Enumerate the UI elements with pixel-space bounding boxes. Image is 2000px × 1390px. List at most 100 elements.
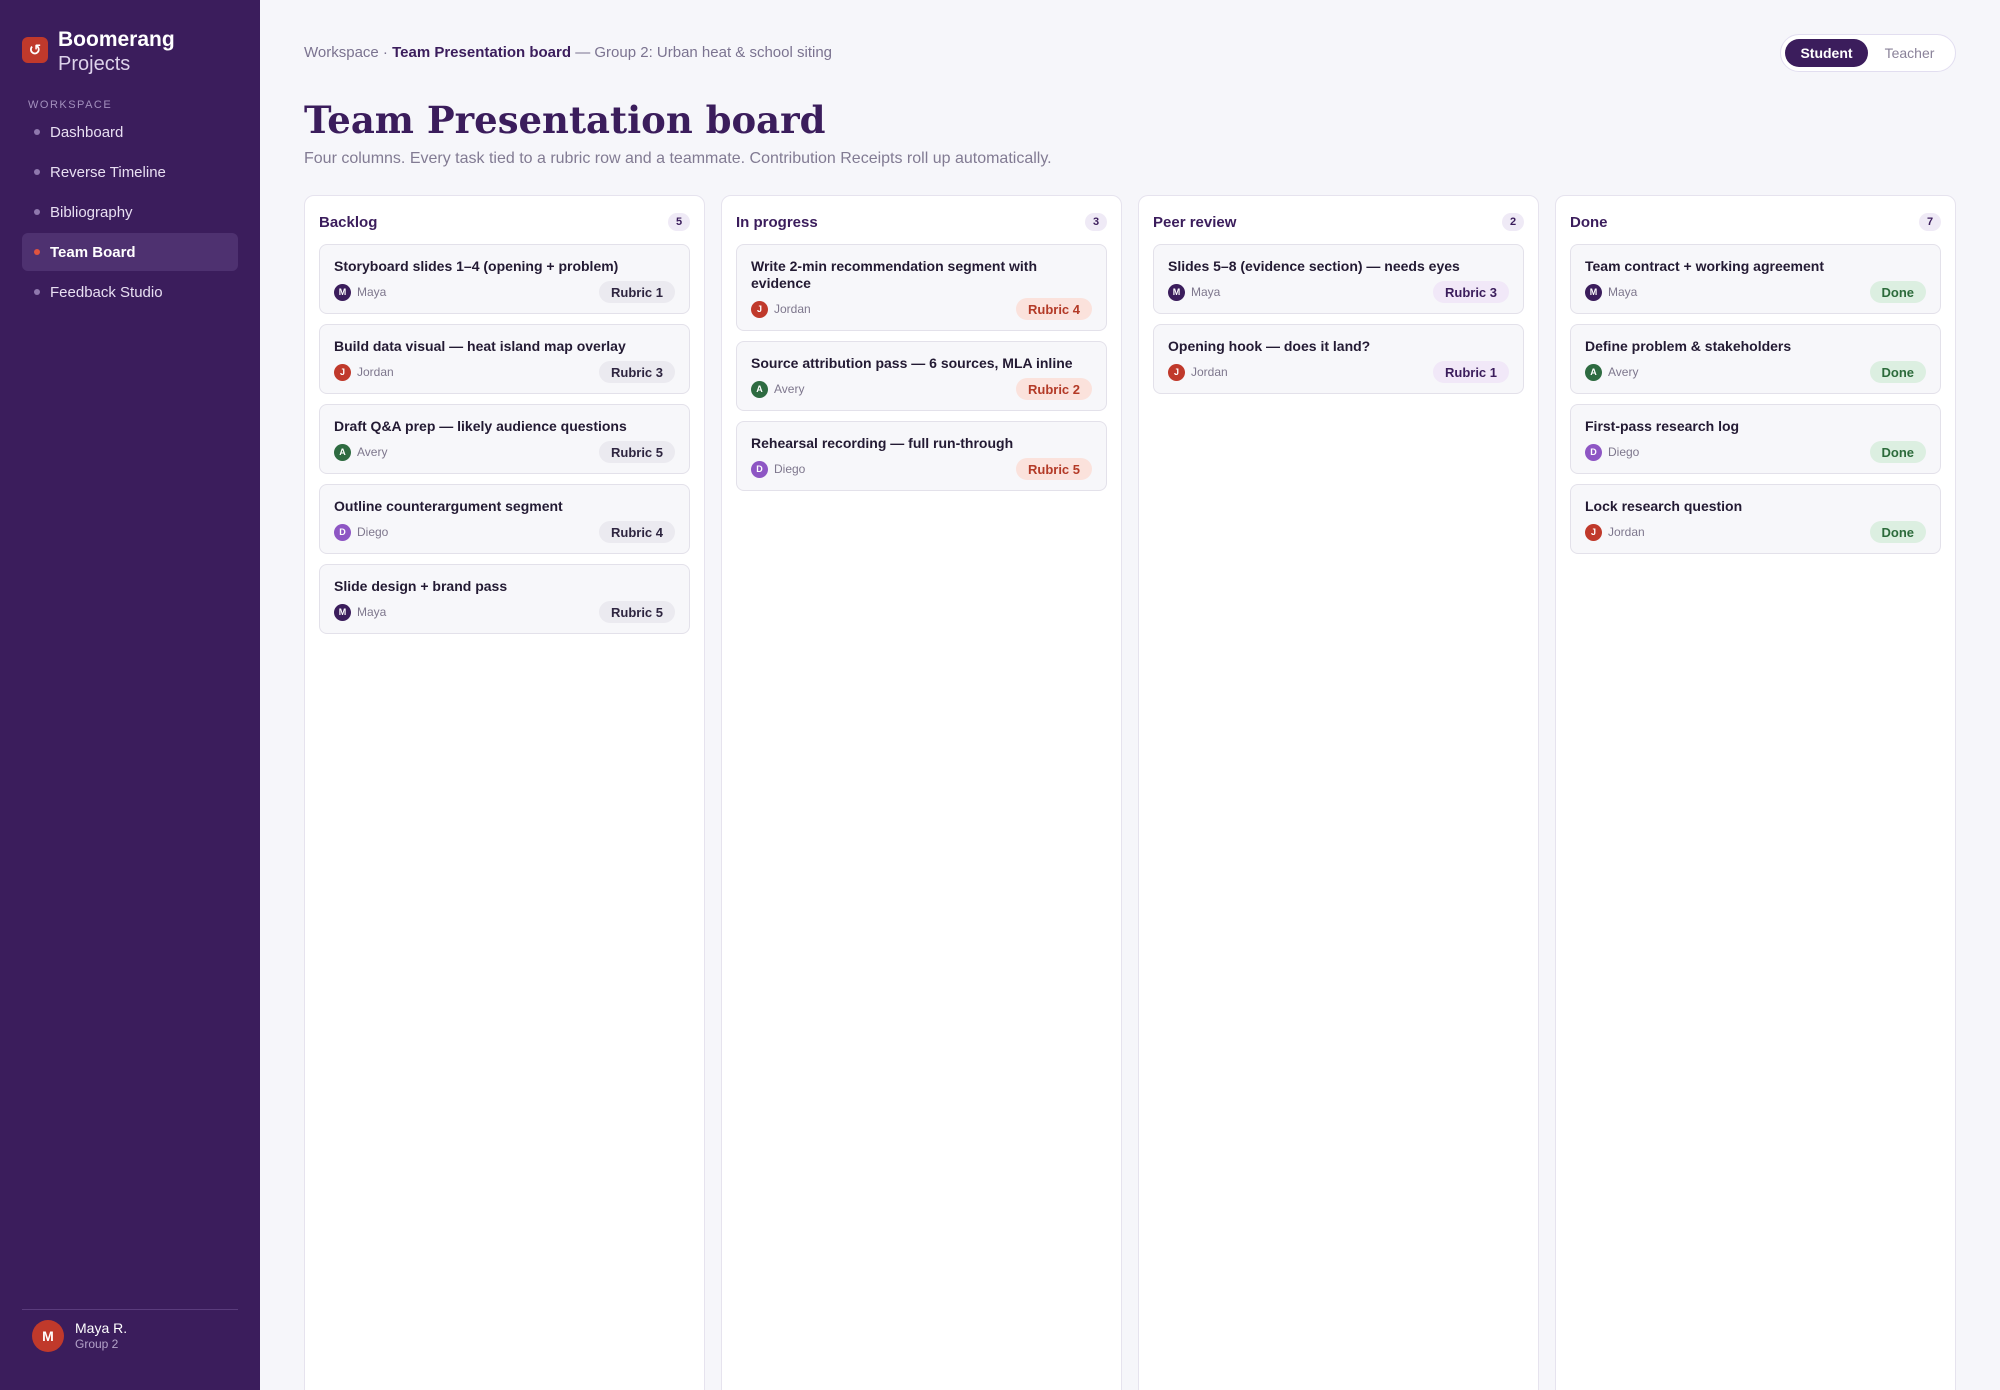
assignee-name: Diego	[357, 525, 389, 539]
task-title: Source attribution pass — 6 sources, MLA…	[751, 355, 1073, 371]
rubric-tag: Rubric 2	[1015, 378, 1092, 400]
column-count-badge: 2	[1502, 213, 1524, 231]
task-title: Slide design + brand pass	[334, 578, 508, 594]
brand[interactable]: ↺ Boomerang Projects	[22, 28, 175, 76]
assignee-name: Maya	[357, 285, 387, 299]
bullet-icon	[34, 209, 40, 215]
task-card[interactable]: Draft Q&A prep — likely audience questio…	[319, 404, 690, 474]
task-title: Opening hook — does it land?	[1168, 338, 1371, 354]
avatar: M	[1585, 283, 1602, 301]
column-header: In progress 3	[736, 210, 1107, 234]
workspace-section-label: WORKSPACE	[28, 99, 113, 111]
task-title: Draft Q&A prep — likely audience questio…	[334, 418, 627, 434]
assignee-name: Avery	[357, 445, 388, 459]
avatar: A	[751, 380, 768, 398]
task-card[interactable]: Build data visual — heat island map over…	[319, 324, 690, 394]
task-card[interactable]: Source attribution pass — 6 sources, MLA…	[736, 341, 1107, 411]
task-card[interactable]: Lock research question J Jordan Done	[1570, 484, 1941, 554]
task-assignee: M Maya	[334, 283, 387, 301]
assignee-name: Jordan	[1191, 365, 1228, 379]
rubric-tag: Rubric 1	[1432, 361, 1509, 383]
assignee-name: Maya	[1608, 285, 1638, 299]
column-title: Peer review	[1153, 213, 1237, 231]
sidebar-item-feedback-studio[interactable]: Feedback Studio	[22, 273, 238, 311]
rubric-tag: Rubric 5	[1015, 458, 1092, 480]
assignee-name: Maya	[357, 605, 387, 619]
column-header: Done 7	[1570, 210, 1941, 234]
rubric-tag: Rubric 3	[1432, 281, 1509, 303]
sidebar-item-bibliography[interactable]: Bibliography	[22, 193, 238, 231]
kanban-board: Backlog 5 Storyboard slides 1–4 (opening +…	[304, 195, 1956, 1390]
bullet-icon	[34, 129, 40, 135]
task-card[interactable]: Storyboard slides 1–4 (opening + problem…	[319, 244, 690, 314]
task-title: Define problem & stakeholders	[1585, 338, 1792, 354]
task-card[interactable]: Write 2-min recommendation segment with …	[736, 244, 1107, 331]
bullet-icon	[34, 169, 40, 175]
brand-subtitle: Projects	[58, 53, 131, 75]
user-profile[interactable]: M Maya R. Group 2	[32, 1320, 127, 1352]
task-card[interactable]: Rehearsal recording — full run-through D D…	[736, 421, 1107, 491]
task-assignee: M Maya	[334, 603, 387, 621]
task-title: Outline counterargument segment	[334, 498, 563, 514]
sidebar-item-dashboard[interactable]: Dashboard	[22, 113, 238, 151]
page-subtitle: Four columns. Every task tied to a rubri…	[304, 150, 1052, 167]
board-column-peer-review: Peer review 2 Slides 5–8 (evidence section…	[1138, 195, 1539, 1390]
role-teacher-button[interactable]: Teacher	[1884, 45, 1935, 61]
task-card[interactable]: First-pass research log D Diego Done	[1570, 404, 1941, 474]
sidebar-item-label: Bibliography	[50, 203, 133, 221]
assignee-name: Jordan	[357, 365, 394, 379]
avatar: J	[1585, 523, 1602, 541]
assignee-name: Diego	[1608, 445, 1640, 459]
column-count-badge: 7	[1919, 213, 1941, 231]
task-card[interactable]: Outline counterargument segment D Diego Rub…	[319, 484, 690, 554]
avatar: M	[32, 1320, 64, 1352]
rubric-tag: Done	[1869, 361, 1926, 383]
task-assignee: D Diego	[334, 523, 389, 541]
task-card[interactable]: Opening hook — does it land? J Jordan Rubri…	[1153, 324, 1524, 394]
task-assignee: A Avery	[751, 380, 804, 398]
task-assignee: J Jordan	[751, 300, 811, 318]
rubric-tag: Done	[1869, 441, 1926, 463]
avatar: J	[334, 363, 351, 381]
avatar: M	[334, 283, 351, 301]
sidebar-nav: Dashboard Reverse Timeline Bibliography …	[22, 113, 238, 313]
task-card[interactable]: Slide design + brand pass M Maya Rubric 5	[319, 564, 690, 634]
task-card[interactable]: Define problem & stakeholders A Avery Done	[1570, 324, 1941, 394]
avatar: J	[751, 300, 768, 318]
task-card[interactable]: Slides 5–8 (evidence section) — needs ey…	[1153, 244, 1524, 314]
column-header: Peer review 2	[1153, 210, 1524, 234]
avatar: A	[334, 443, 351, 461]
rubric-tag: Done	[1869, 281, 1926, 303]
sidebar-item-label: Feedback Studio	[50, 283, 163, 301]
assignee-name: Jordan	[774, 302, 811, 316]
task-assignee: D Diego	[751, 460, 806, 478]
column-title: Backlog	[319, 213, 378, 231]
task-assignee: M Maya	[1585, 283, 1638, 301]
task-title: Team contract + working agreement	[1585, 258, 1824, 274]
avatar: D	[751, 460, 768, 478]
task-title: Rehearsal recording — full run-through	[751, 435, 1014, 451]
board-column-in-progress: In progress 3 Write 2-min recommendation s…	[721, 195, 1122, 1390]
role-toggle: Student Teacher	[1780, 34, 1956, 72]
column-header: Backlog 5	[319, 210, 690, 234]
assignee-name: Diego	[774, 462, 806, 476]
assignee-name: Avery	[1608, 365, 1639, 379]
brand-name: Boomerang	[58, 28, 175, 51]
avatar: D	[334, 523, 351, 541]
task-title: Build data visual — heat island map over…	[334, 338, 626, 354]
task-card[interactable]: Team contract + working agreement M Maya Do…	[1570, 244, 1941, 314]
breadcrumb-root[interactable]: Workspace ·	[304, 44, 393, 61]
column-title: Done	[1570, 213, 1608, 231]
sidebar-item-label: Team Board	[50, 243, 136, 261]
avatar: M	[1168, 283, 1185, 301]
sidebar-item-reverse-timeline[interactable]: Reverse Timeline	[22, 153, 238, 191]
rubric-tag: Rubric 5	[598, 601, 675, 623]
rubric-tag: Rubric 1	[598, 281, 675, 303]
avatar: A	[1585, 363, 1602, 381]
role-student-button[interactable]: Student	[1785, 39, 1868, 67]
avatar: J	[1168, 363, 1185, 381]
breadcrumb: Workspace · Team Presentation board — Gr…	[304, 44, 832, 61]
sidebar-item-team-board[interactable]: Team Board	[22, 233, 238, 271]
rubric-tag: Rubric 5	[598, 441, 675, 463]
boomerang-logo-icon: ↺	[22, 37, 48, 63]
